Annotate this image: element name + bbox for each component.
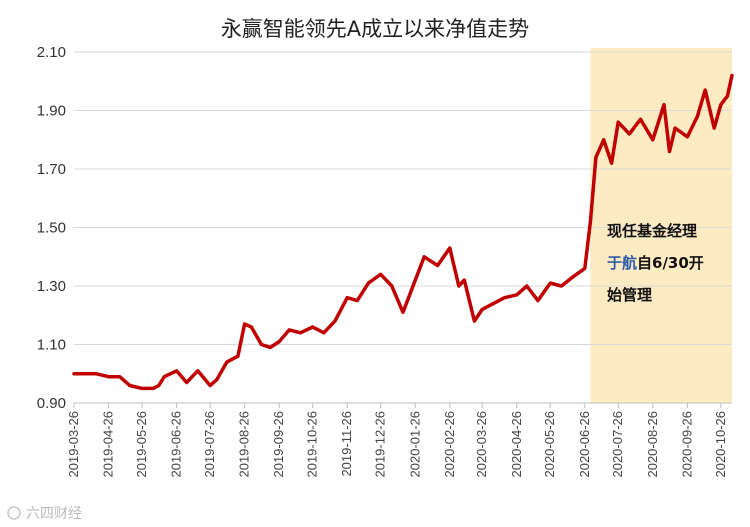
x-tick-label: 2020-10-26 <box>713 411 728 478</box>
annotation-line-1: 现任基金经理 <box>607 222 697 240</box>
x-tick-label: 2019-11-26 <box>339 411 354 477</box>
watermark-icon <box>7 506 21 520</box>
x-tick-label: 2020-04-26 <box>509 411 524 478</box>
nav-series-line <box>72 73 734 391</box>
x-tick-label: 2020-03-26 <box>474 411 489 478</box>
x-tick-label: 2019-12-26 <box>373 411 388 478</box>
manager-name: 于航 <box>607 254 637 272</box>
manager-annotation: 现任基金经理 于航自6/30开 始管理 <box>607 222 704 304</box>
x-tick-label: 2019-08-26 <box>237 411 252 478</box>
x-tick-label: 2020-02-26 <box>442 411 457 478</box>
x-tick-label: 2019-10-26 <box>305 411 320 478</box>
x-tick-label: 2019-04-26 <box>101 411 116 478</box>
watermark: 六四财经 <box>7 506 82 522</box>
grid-lines <box>74 51 732 345</box>
watermark-text: 六四财经 <box>26 506 82 522</box>
x-tick-label: 2020-09-26 <box>679 411 694 478</box>
annotation-line-2-rest: 自6/30开 <box>637 254 704 272</box>
x-axis-ticks: 2019-03-26 2019-04-26 2019-05-26 2019-06-26… <box>66 403 728 478</box>
y-tick-label: 1.90 <box>37 103 66 120</box>
x-tick-label: 2019-03-26 <box>66 411 81 478</box>
x-tick-label: 2019-05-26 <box>134 411 149 478</box>
y-tick-label: 1.70 <box>37 161 66 178</box>
x-tick-label: 2020-07-26 <box>610 411 625 478</box>
x-tick-label: 2019-06-26 <box>169 411 184 478</box>
annotation-line-2: 于航自6/30开 <box>607 254 704 272</box>
y-tick-label: 1.10 <box>37 337 66 354</box>
x-tick-label: 2019-09-26 <box>271 411 286 478</box>
y-tick-label: 0.90 <box>37 395 66 412</box>
y-tick-label: 1.50 <box>37 220 66 237</box>
y-tick-label: 1.30 <box>37 278 66 295</box>
y-axis-ticks: 2.10 1.90 1.70 1.50 1.30 1.10 0.90 <box>37 44 66 412</box>
x-tick-label: 2020-06-26 <box>577 411 592 478</box>
y-tick-label: 2.10 <box>37 44 66 61</box>
x-tick-label: 2019-07-26 <box>202 411 217 478</box>
series-layer <box>72 73 734 391</box>
x-tick-label: 2020-01-26 <box>407 411 422 478</box>
x-tick-label: 2020-05-26 <box>542 411 557 478</box>
annotation-line-3: 始管理 <box>607 286 652 304</box>
x-tick-label: 2020-08-26 <box>645 411 660 478</box>
chart-title: 永赢智能领先A成立以来净值走势 <box>221 17 529 41</box>
